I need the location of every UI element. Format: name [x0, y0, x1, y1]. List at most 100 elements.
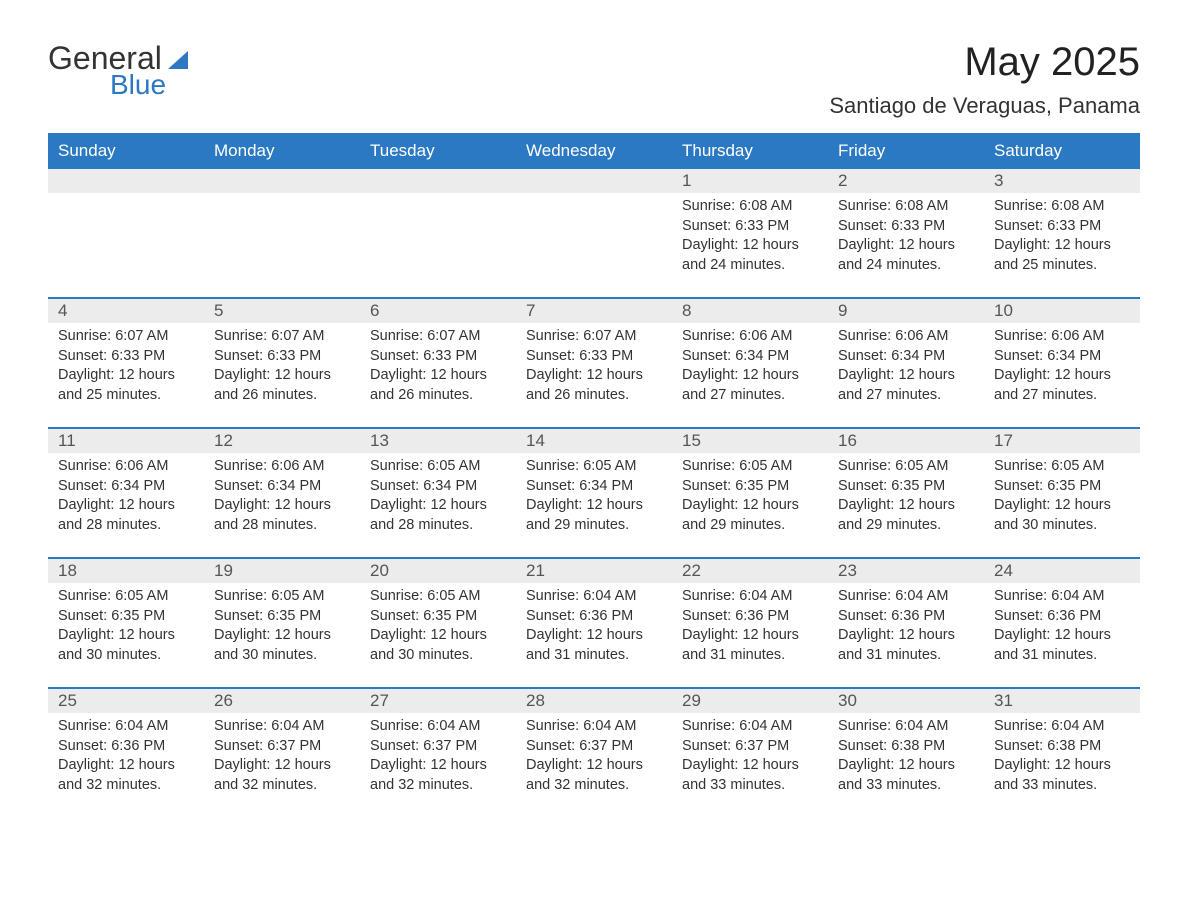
daylight-line: Daylight: 12 hours and 32 minutes. — [370, 756, 506, 795]
title-block: May 2025 Santiago de Veraguas, Panama — [829, 40, 1140, 119]
sunrise-line: Sunrise: 6:08 AM — [682, 197, 818, 217]
daylight-line: Daylight: 12 hours and 31 minutes. — [994, 626, 1130, 665]
day-cell: 4Sunrise: 6:07 AMSunset: 6:33 PMDaylight… — [48, 299, 204, 427]
day-number: 22 — [672, 559, 828, 583]
daylight-line: Daylight: 12 hours and 30 minutes. — [214, 626, 350, 665]
sunrise-line: Sunrise: 6:05 AM — [370, 457, 506, 477]
day-header-cell: Tuesday — [360, 133, 516, 169]
day-header-cell: Thursday — [672, 133, 828, 169]
day-cell: 27Sunrise: 6:04 AMSunset: 6:37 PMDayligh… — [360, 689, 516, 817]
calendar: SundayMondayTuesdayWednesdayThursdayFrid… — [48, 133, 1140, 817]
day-cell: 15Sunrise: 6:05 AMSunset: 6:35 PMDayligh… — [672, 429, 828, 557]
day-cell: 24Sunrise: 6:04 AMSunset: 6:36 PMDayligh… — [984, 559, 1140, 687]
day-number: 31 — [984, 689, 1140, 713]
day-cell: 19 Sunrise: 6:05 AMSunset: 6:35 PMDayligh… — [204, 559, 360, 687]
day-content: Sunrise: 6:08 AMSunset: 6:33 PMDaylight:… — [672, 197, 828, 275]
day-content: Sunrise: 6:05 AMSunset: 6:35 PMDaylight:… — [204, 587, 360, 665]
day-content: Sunrise: 6:05 AMSunset: 6:35 PMDaylight:… — [360, 587, 516, 665]
daylight-line: Daylight: 12 hours and 26 minutes. — [370, 366, 506, 405]
sunset-line: Sunset: 6:33 PM — [838, 217, 974, 237]
day-number: 16 — [828, 429, 984, 453]
day-cell: 30 Sunrise: 6:04 AMSunset: 6:38 PMDayligh… — [828, 689, 984, 817]
day-cell: 13Sunrise: 6:05 AMSunset: 6:34 PMDayligh… — [360, 429, 516, 557]
sunrise-line: Sunrise: 6:05 AM — [838, 457, 974, 477]
day-number: 9 — [828, 299, 984, 323]
daylight-line: Daylight: 12 hours and 30 minutes. — [370, 626, 506, 665]
day-number: 19 — [204, 559, 360, 583]
day-number: 12 — [204, 429, 360, 453]
sunset-line: Sunset: 6:38 PM — [838, 737, 974, 757]
day-number: 6 — [360, 299, 516, 323]
day-cell: 17Sunrise: 6:05 AMSunset: 6:35 PMDayligh… — [984, 429, 1140, 557]
logo: General Blue — [48, 40, 188, 101]
location-label: Santiago de Veraguas, Panama — [829, 93, 1140, 119]
day-content: Sunrise: 6:04 AMSunset: 6:37 PMDaylight:… — [516, 717, 672, 795]
sunrise-line: Sunrise: 6:04 AM — [838, 587, 974, 607]
day-cell: 29Sunrise: 6:04 AMSunset: 6:37 PMDayligh… — [672, 689, 828, 817]
day-header-row: SundayMondayTuesdayWednesdayThursdayFrid… — [48, 133, 1140, 169]
sunset-line: Sunset: 6:34 PM — [682, 347, 818, 367]
day-number: 17 — [984, 429, 1140, 453]
day-header-cell: Monday — [204, 133, 360, 169]
day-content: Sunrise: 6:04 AMSunset: 6:36 PMDaylight:… — [828, 587, 984, 665]
daylight-line: Daylight: 12 hours and 29 minutes. — [526, 496, 662, 535]
day-number: 7 — [516, 299, 672, 323]
sunrise-line: Sunrise: 6:08 AM — [838, 197, 974, 217]
sunrise-line: Sunrise: 6:05 AM — [370, 587, 506, 607]
sunrise-line: Sunrise: 6:04 AM — [526, 717, 662, 737]
day-cell: 7 Sunrise: 6:07 AMSunset: 6:33 PMDaylight… — [516, 299, 672, 427]
sunrise-line: Sunrise: 6:06 AM — [214, 457, 350, 477]
sunrise-line: Sunrise: 6:05 AM — [526, 457, 662, 477]
month-title: May 2025 — [829, 40, 1140, 85]
day-content: Sunrise: 6:07 AMSunset: 6:33 PMDaylight:… — [516, 327, 672, 405]
sunset-line: Sunset: 6:33 PM — [682, 217, 818, 237]
sunset-line: Sunset: 6:35 PM — [838, 477, 974, 497]
sunset-line: Sunset: 6:35 PM — [214, 607, 350, 627]
week-row: 4Sunrise: 6:07 AMSunset: 6:33 PMDaylight… — [48, 297, 1140, 427]
daylight-line: Daylight: 12 hours and 33 minutes. — [682, 756, 818, 795]
day-content: Sunrise: 6:06 AMSunset: 6:34 PMDaylight:… — [204, 457, 360, 535]
day-header-cell: Wednesday — [516, 133, 672, 169]
sunset-line: Sunset: 6:37 PM — [682, 737, 818, 757]
day-content: Sunrise: 6:06 AMSunset: 6:34 PMDaylight:… — [48, 457, 204, 535]
sunrise-line: Sunrise: 6:05 AM — [214, 587, 350, 607]
week-row: 18Sunrise: 6:05 AMSunset: 6:35 PMDayligh… — [48, 557, 1140, 687]
sunset-line: Sunset: 6:34 PM — [370, 477, 506, 497]
day-cell — [516, 169, 672, 297]
day-content: Sunrise: 6:04 AMSunset: 6:38 PMDaylight:… — [828, 717, 984, 795]
day-header-cell: Sunday — [48, 133, 204, 169]
daylight-line: Daylight: 12 hours and 29 minutes. — [682, 496, 818, 535]
daylight-line: Daylight: 12 hours and 31 minutes. — [838, 626, 974, 665]
daylight-line: Daylight: 12 hours and 29 minutes. — [838, 496, 974, 535]
daylight-line: Daylight: 12 hours and 33 minutes. — [994, 756, 1130, 795]
day-content: Sunrise: 6:06 AMSunset: 6:34 PMDaylight:… — [828, 327, 984, 405]
day-number — [204, 169, 360, 193]
day-number: 30 — [828, 689, 984, 713]
daylight-line: Daylight: 12 hours and 26 minutes. — [214, 366, 350, 405]
daylight-line: Daylight: 12 hours and 28 minutes. — [58, 496, 194, 535]
day-number: 2 — [828, 169, 984, 193]
daylight-line: Daylight: 12 hours and 25 minutes. — [58, 366, 194, 405]
day-content: Sunrise: 6:07 AMSunset: 6:33 PMDaylight:… — [48, 327, 204, 405]
sunset-line: Sunset: 6:37 PM — [370, 737, 506, 757]
day-number: 1 — [672, 169, 828, 193]
sunset-line: Sunset: 6:36 PM — [682, 607, 818, 627]
day-number: 26 — [204, 689, 360, 713]
sunset-line: Sunset: 6:33 PM — [994, 217, 1130, 237]
day-cell: 8Sunrise: 6:06 AMSunset: 6:34 PMDaylight… — [672, 299, 828, 427]
day-content: Sunrise: 6:04 AMSunset: 6:37 PMDaylight:… — [204, 717, 360, 795]
day-number — [516, 169, 672, 193]
day-cell: 14Sunrise: 6:05 AMSunset: 6:34 PMDayligh… — [516, 429, 672, 557]
daylight-line: Daylight: 12 hours and 31 minutes. — [526, 626, 662, 665]
sunset-line: Sunset: 6:33 PM — [526, 347, 662, 367]
day-cell: 26 Sunrise: 6:04 AMSunset: 6:37 PMDayligh… — [204, 689, 360, 817]
day-cell: 18Sunrise: 6:05 AMSunset: 6:35 PMDayligh… — [48, 559, 204, 687]
sunset-line: Sunset: 6:36 PM — [58, 737, 194, 757]
day-cell — [204, 169, 360, 297]
sunrise-line: Sunrise: 6:04 AM — [526, 587, 662, 607]
sunrise-line: Sunrise: 6:06 AM — [994, 327, 1130, 347]
day-content: Sunrise: 6:06 AMSunset: 6:34 PMDaylight:… — [672, 327, 828, 405]
sunrise-line: Sunrise: 6:05 AM — [58, 587, 194, 607]
day-number: 24 — [984, 559, 1140, 583]
sunrise-line: Sunrise: 6:04 AM — [682, 717, 818, 737]
